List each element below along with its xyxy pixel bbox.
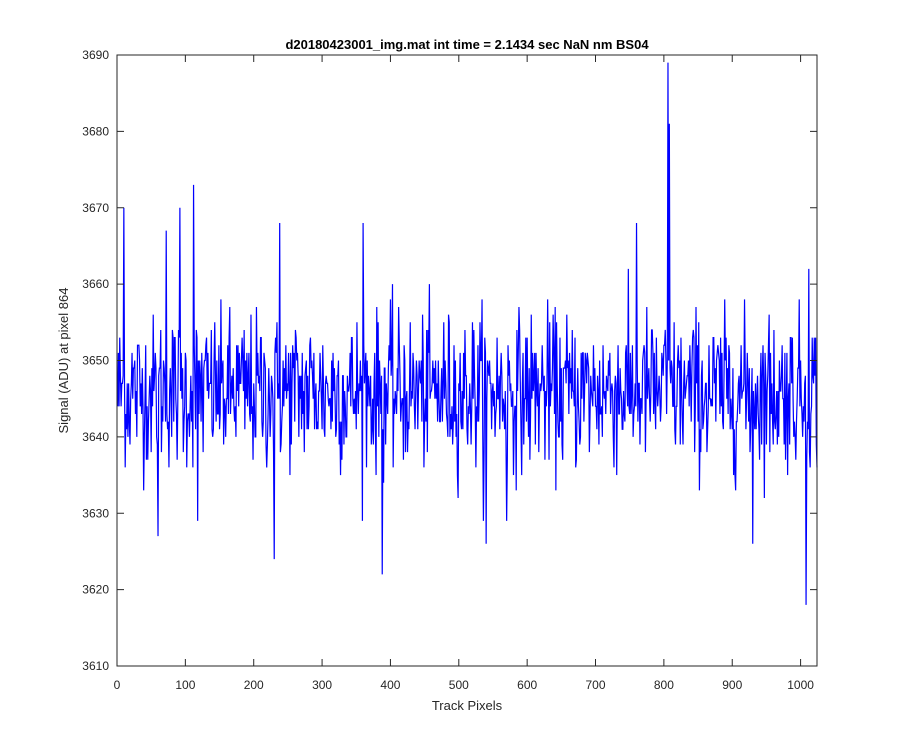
x-tick-label: 500	[449, 678, 469, 692]
series-layer	[117, 62, 818, 605]
x-tick-label: 800	[654, 678, 674, 692]
y-tick-label: 3620	[82, 583, 109, 597]
y-tick-label: 3610	[82, 659, 109, 673]
x-tick-label: 200	[244, 678, 264, 692]
y-axis-label: Signal (ADU) at pixel 864	[56, 288, 71, 434]
x-tick-label: 100	[175, 678, 195, 692]
y-tick-label: 3680	[82, 124, 109, 138]
y-tick-label: 3630	[82, 506, 109, 520]
x-tick-label: 900	[722, 678, 742, 692]
y-tick-label: 3670	[82, 201, 109, 215]
series-line-0	[117, 62, 818, 605]
x-tick-label: 700	[586, 678, 606, 692]
plot-background	[117, 55, 817, 666]
y-tick-label: 3690	[82, 48, 109, 62]
y-tick-label: 3640	[82, 430, 109, 444]
x-tick-label: 0	[114, 678, 121, 692]
x-tick-label: 600	[517, 678, 537, 692]
x-tick-label: 400	[380, 678, 400, 692]
chart-title: d20180423001_img.mat int time = 2.1434 s…	[285, 37, 649, 52]
y-tick-label: 3650	[82, 354, 109, 368]
x-tick-label: 300	[312, 678, 332, 692]
x-ticks: 0 100 200 300 400 500 600 700 800 900 1000	[114, 55, 814, 692]
x-tick-label: 1000	[787, 678, 814, 692]
x-axis-label: Track Pixels	[432, 698, 503, 713]
y-ticks: 3610 3620 3630 3640 3650 3660 3670 3680 3690	[82, 48, 817, 673]
y-tick-label: 3660	[82, 277, 109, 291]
